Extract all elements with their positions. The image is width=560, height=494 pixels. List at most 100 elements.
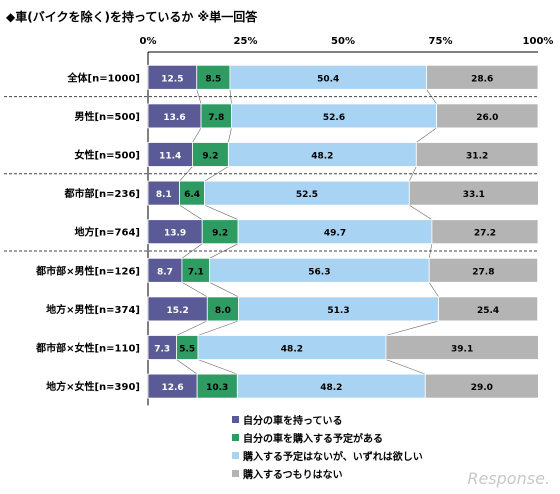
bar-segment [181,257,211,283]
data-label: 9.2 [202,152,218,162]
legend-label: 購入するつもりはない [243,469,343,481]
data-label: 39.1 [451,345,473,355]
data-label: 5.5 [179,345,195,355]
data-label: 27.8 [472,267,494,277]
bar-segment [431,219,539,245]
data-label: 7.1 [188,267,204,277]
legend-label: 自分の車を購入する予定がある [243,433,383,445]
bar-segment [227,142,417,167]
series-connector-line [385,359,426,375]
data-label: 48.2 [311,152,333,162]
data-label: 28.6 [471,74,493,84]
data-label: 13.9 [164,229,186,239]
x-tick-label: 75% [429,36,453,47]
legend-swatch [232,469,239,477]
bar-segment [147,142,193,167]
category-label: 都市部[n=236] [63,187,140,200]
data-label: 48.2 [320,383,342,393]
legend-label: 購入する予定はないが、いずれは欲しい [243,451,423,463]
legend: 自分の車を持っている自分の車を購入する予定がある購入する予定はないが、いずれは欲… [232,410,423,482]
bar-segment [438,296,539,322]
data-label: 27.2 [474,229,496,239]
category-label: 地方×女性[n=390] [46,380,140,393]
legend-label: 自分の車を持っている [243,415,343,427]
data-label: 52.5 [296,190,318,200]
x-tick-label: 100% [523,36,554,47]
data-label: 10.3 [206,383,228,393]
series-connector-line [196,89,202,104]
data-label: 12.5 [161,74,183,84]
category-label: 女性[n=500] [74,149,140,162]
bar-segment [428,257,539,283]
bar-segment [204,180,410,206]
data-label: 13.6 [163,113,185,123]
data-label: 52.6 [323,113,345,123]
x-tick-label: 25% [234,36,258,47]
series-connector-line [204,204,239,220]
category-label: 地方[n=764] [74,226,140,239]
data-label: 50.4 [317,74,339,84]
bar-segment [385,335,539,360]
response-watermark: Response. [467,469,550,488]
series-connector-line [176,359,198,375]
data-label: 8.5 [205,74,221,84]
bar-segment [200,103,232,129]
bar-segment [424,373,539,399]
series-connector-line [416,127,437,143]
bar-segment [415,142,539,167]
bar-segment [147,257,183,283]
series-connector-line [409,166,417,182]
bar-segment [147,373,198,399]
category-label: 都市部×男性[n=126] [35,264,140,277]
series-connector-line [176,320,208,336]
data-label: 31.2 [466,152,488,162]
x-tick-label: 50% [331,36,355,47]
data-label: 8.1 [156,190,172,200]
chart-title: ◆車(バイクを除く)を持っているか ※単一回答 [6,10,258,24]
series-connector-line [192,127,202,143]
data-label: 8.0 [215,306,231,316]
bar-segment [426,64,539,90]
data-label: 56.3 [308,267,330,277]
legend-item: 購入する予定はないが、いずれは欲しい [232,446,423,464]
series-connector-line [197,359,238,375]
series-connector-line [385,320,439,336]
series-connector-line [209,282,239,298]
data-label: 33.1 [463,190,485,200]
data-label: 15.2 [167,306,189,316]
legend-item: 自分の車を持っている [232,410,423,428]
bar-segment [147,103,202,129]
bar-segment [236,373,426,399]
data-label: 11.4 [159,152,181,162]
legend-swatch [232,451,239,459]
bar-segment [192,142,229,167]
bar-segment [237,219,433,245]
legend-swatch [232,415,239,423]
x-tick-label: 0% [140,36,157,47]
data-label: 12.6 [161,383,183,393]
data-label: 7.3 [154,345,170,355]
bar-segment [147,335,177,360]
data-label: 49.7 [324,229,346,239]
bar-segment [197,335,387,360]
legend-item: 自分の車を購入する予定がある [232,428,423,446]
series-connector-line [409,204,433,220]
bar-segment [196,64,231,90]
series-connector-line [181,282,208,298]
data-label: 48.2 [281,345,303,355]
category-label: 地方×男性[n=374] [46,303,140,316]
legend-item: 購入するつもりはない [232,464,423,482]
bar-segment [209,257,430,283]
bar-segment [147,219,203,245]
bar-segment [408,180,539,206]
series-connector-line [181,243,203,259]
series-connector-line [179,204,203,220]
bar-segment [179,180,205,206]
bar-segment [147,180,180,206]
data-label: 25.4 [477,306,499,316]
series-connector-line [209,243,239,259]
bar-segment [238,296,439,322]
series-connector-line [197,320,239,336]
legend-swatch [232,433,239,441]
